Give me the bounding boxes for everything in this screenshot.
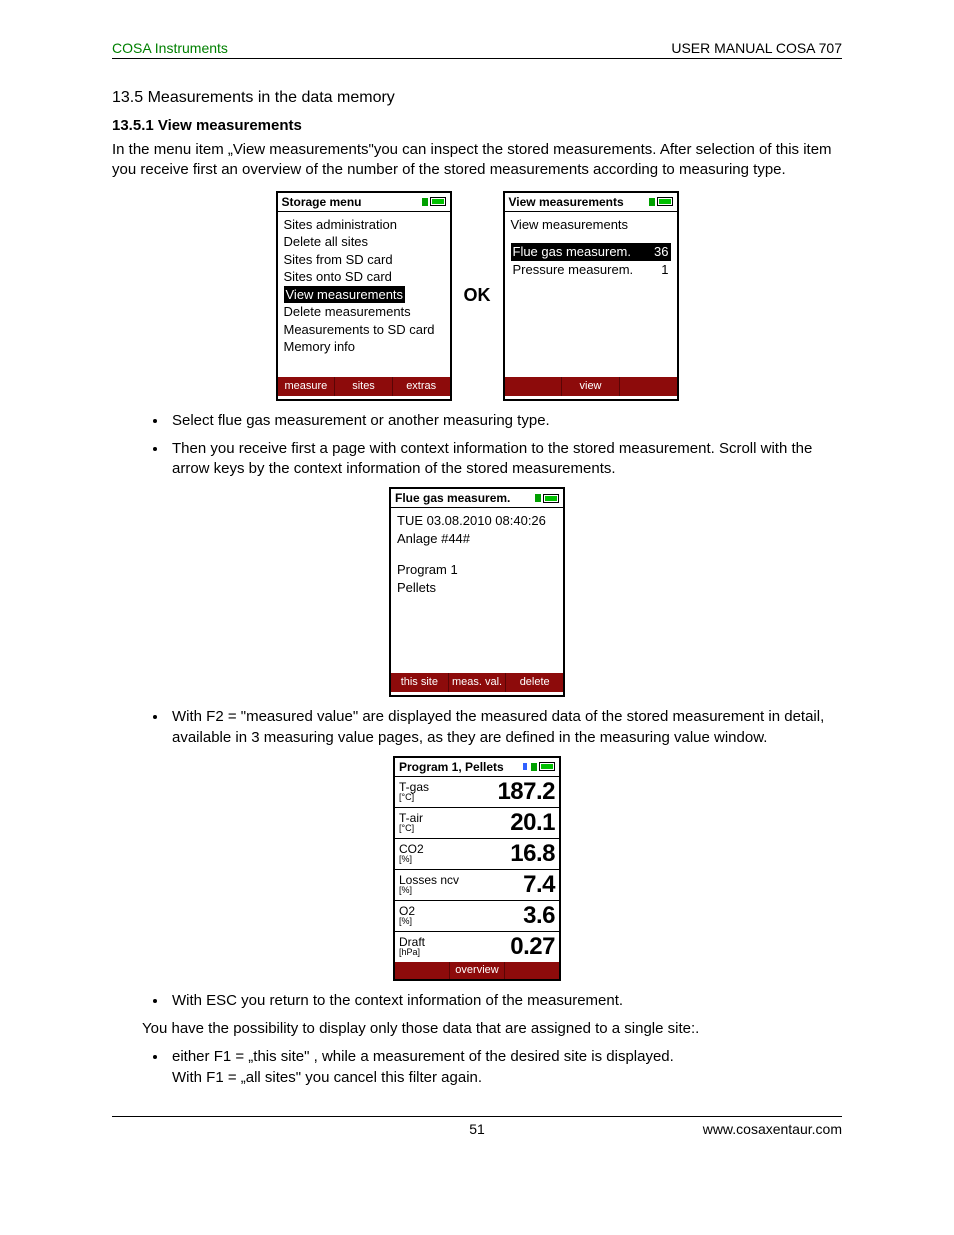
list-row-selected: Flue gas measurem. 36 [511,243,671,261]
battery-icon [422,197,446,206]
battery-icon [535,494,559,503]
page-number: 51 [112,1121,842,1137]
measurement-row: O2[%] 3.6 [395,901,559,932]
list-item: Then you receive first a page with conte… [168,439,842,480]
ok-label: OK [464,285,491,306]
screen-title: Program 1, Pellets [399,760,504,774]
screen-footer: this site meas. val. delete [391,673,563,692]
context-site: Anlage #44# [397,530,557,548]
meas-value: 20.1 [510,809,555,837]
softkey: extras [393,377,450,396]
row-label: Pressure measurem. [513,261,634,279]
menu-item-selected: View measurements [284,286,444,304]
screen-body: View measurements Flue gas measurem. 36 … [505,212,677,377]
battery-icon [649,197,673,206]
device-screen-context: Flue gas measurem. TUE 03.08.2010 08:40:… [389,487,565,697]
meas-rows: T-gas[°C] 187.2 T-air[°C] 20.1 CO2[%] 16… [395,777,559,962]
screen-body: Sites administration Delete all sites Si… [278,212,450,377]
bullet-list-3: With ESC you return to the context infor… [168,991,842,1011]
screenshot-row-1: Storage menu Sites administration Delete… [112,191,842,401]
meas-label: O2[%] [399,905,415,927]
measurement-row: T-gas[°C] 187.2 [395,777,559,808]
bullet-list-4: either F1 = „this site" , while a measur… [168,1047,842,1088]
list-item: Select flue gas measurement or another m… [168,411,842,431]
meas-label: T-gas[°C] [399,781,429,803]
softkey [505,377,563,396]
softkey: overview [450,962,505,979]
screenshot-row-2: Flue gas measurem. TUE 03.08.2010 08:40:… [112,487,842,697]
screen-title-bar: Storage menu [278,193,450,212]
softkey: view [562,377,620,396]
menu-item: Sites onto SD card [284,268,444,286]
meas-label: Draft[hPa] [399,936,425,958]
context-program: Program 1 [397,561,557,579]
screen-title-bar: Flue gas measurem. [391,489,563,508]
measurement-row: Draft[hPa] 0.27 [395,932,559,962]
bullet-list-2: With F2 = "measured value" are displayed… [168,707,842,748]
meas-value: 3.6 [523,902,555,930]
screen-heading: View measurements [511,216,671,234]
row-value: 1 [661,261,668,279]
menu-item: Measurements to SD card [284,321,444,339]
header-right: USER MANUAL COSA 707 [671,40,842,56]
menu-item: Sites administration [284,216,444,234]
softkey: measure [278,377,336,396]
meas-label: CO2[%] [399,843,424,865]
subsection-title: 13.5.1 View measurements [112,117,842,134]
screen-title-bar: Program 1, Pellets [395,758,559,777]
list-item: With ESC you return to the context infor… [168,991,842,1011]
page-header: COSA Instruments USER MANUAL COSA 707 [112,40,842,59]
list-row: Pressure measurem. 1 [511,261,671,279]
menu-item: Memory info [284,338,444,356]
screen-body: TUE 03.08.2010 08:40:26 Anlage #44# Prog… [391,508,563,673]
device-screen-storage: Storage menu Sites administration Delete… [276,191,452,401]
page-footer: 51 www.cosaxentaur.com [112,1116,842,1137]
menu-item: Delete measurements [284,303,444,321]
meas-value: 187.2 [497,778,555,806]
meas-value: 16.8 [510,840,555,868]
screen-title: View measurements [509,195,624,209]
measurement-row: T-air[°C] 20.1 [395,808,559,839]
row-value: 36 [654,243,668,261]
battery-icon [523,762,555,771]
softkey: delete [506,673,563,692]
softkey [395,962,450,979]
screen-footer: measure sites extras [278,377,450,396]
measurement-row: CO2[%] 16.8 [395,839,559,870]
device-screen-view: View measurements View measurements Flue… [503,191,679,401]
bullet-list-1: Select flue gas measurement or another m… [168,411,842,480]
menu-item: Delete all sites [284,233,444,251]
manual-page: COSA Instruments USER MANUAL COSA 707 13… [0,0,954,1177]
screenshot-row-3: Program 1, Pellets T-gas[°C] 187.2 T-air… [112,756,842,981]
header-left: COSA Instruments [112,40,228,56]
screen-footer: overview [395,962,559,979]
intro-paragraph: In the menu item „View measurements"you … [112,140,842,181]
screen-footer: view [505,377,677,396]
context-fuel: Pellets [397,579,557,597]
meas-label: T-air[°C] [399,812,423,834]
row-label: Flue gas measurem. [513,243,632,261]
softkey [620,377,677,396]
device-screen-values: Program 1, Pellets T-gas[°C] 187.2 T-air… [393,756,561,981]
screen-title: Storage menu [282,195,362,209]
context-timestamp: TUE 03.08.2010 08:40:26 [397,512,557,530]
screen-title-bar: View measurements [505,193,677,212]
screen-title: Flue gas measurem. [395,491,510,505]
softkey: meas. val. [449,673,507,692]
softkey: this site [391,673,449,692]
meas-label: Losses ncv[%] [399,874,459,896]
softkey [505,962,559,979]
list-item: either F1 = „this site" , while a measur… [168,1047,842,1088]
section-title: 13.5 Measurements in the data memory [112,89,842,107]
menu-item: Sites from SD card [284,251,444,269]
meas-value: 0.27 [510,933,555,961]
measurement-row: Losses ncv[%] 7.4 [395,870,559,901]
list-item: With F2 = "measured value" are displayed… [168,707,842,748]
paragraph-after: You have the possibility to display only… [142,1019,842,1039]
meas-value: 7.4 [523,871,555,899]
softkey: sites [335,377,393,396]
